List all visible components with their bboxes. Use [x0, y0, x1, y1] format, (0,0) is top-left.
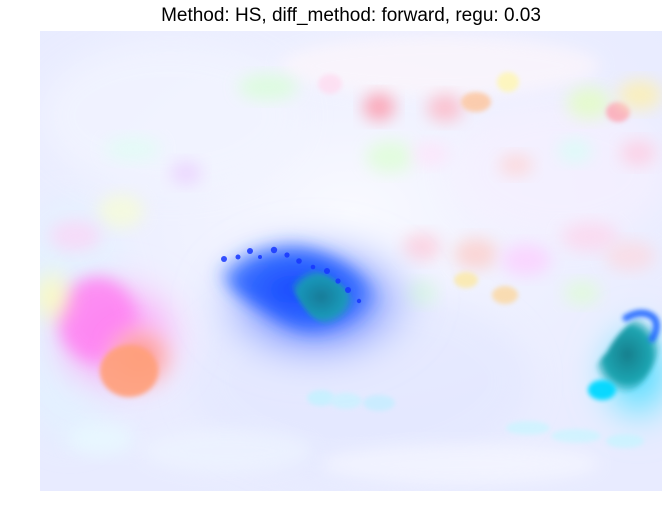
center-blue-motion-region [195, 225, 435, 377]
lower-noise-band [68, 390, 644, 484]
blue-speckles [221, 246, 362, 304]
scattered-noise-top [238, 72, 662, 176]
scattered-noise-middle [49, 137, 655, 305]
flow-field-canvas [40, 31, 662, 491]
optical-flow-image [40, 31, 662, 491]
left-pink-motion-region [40, 263, 195, 404]
right-cyan-motion-region [588, 309, 662, 436]
figure-title: Method: HS, diff_method: forward, regu: … [161, 5, 541, 26]
